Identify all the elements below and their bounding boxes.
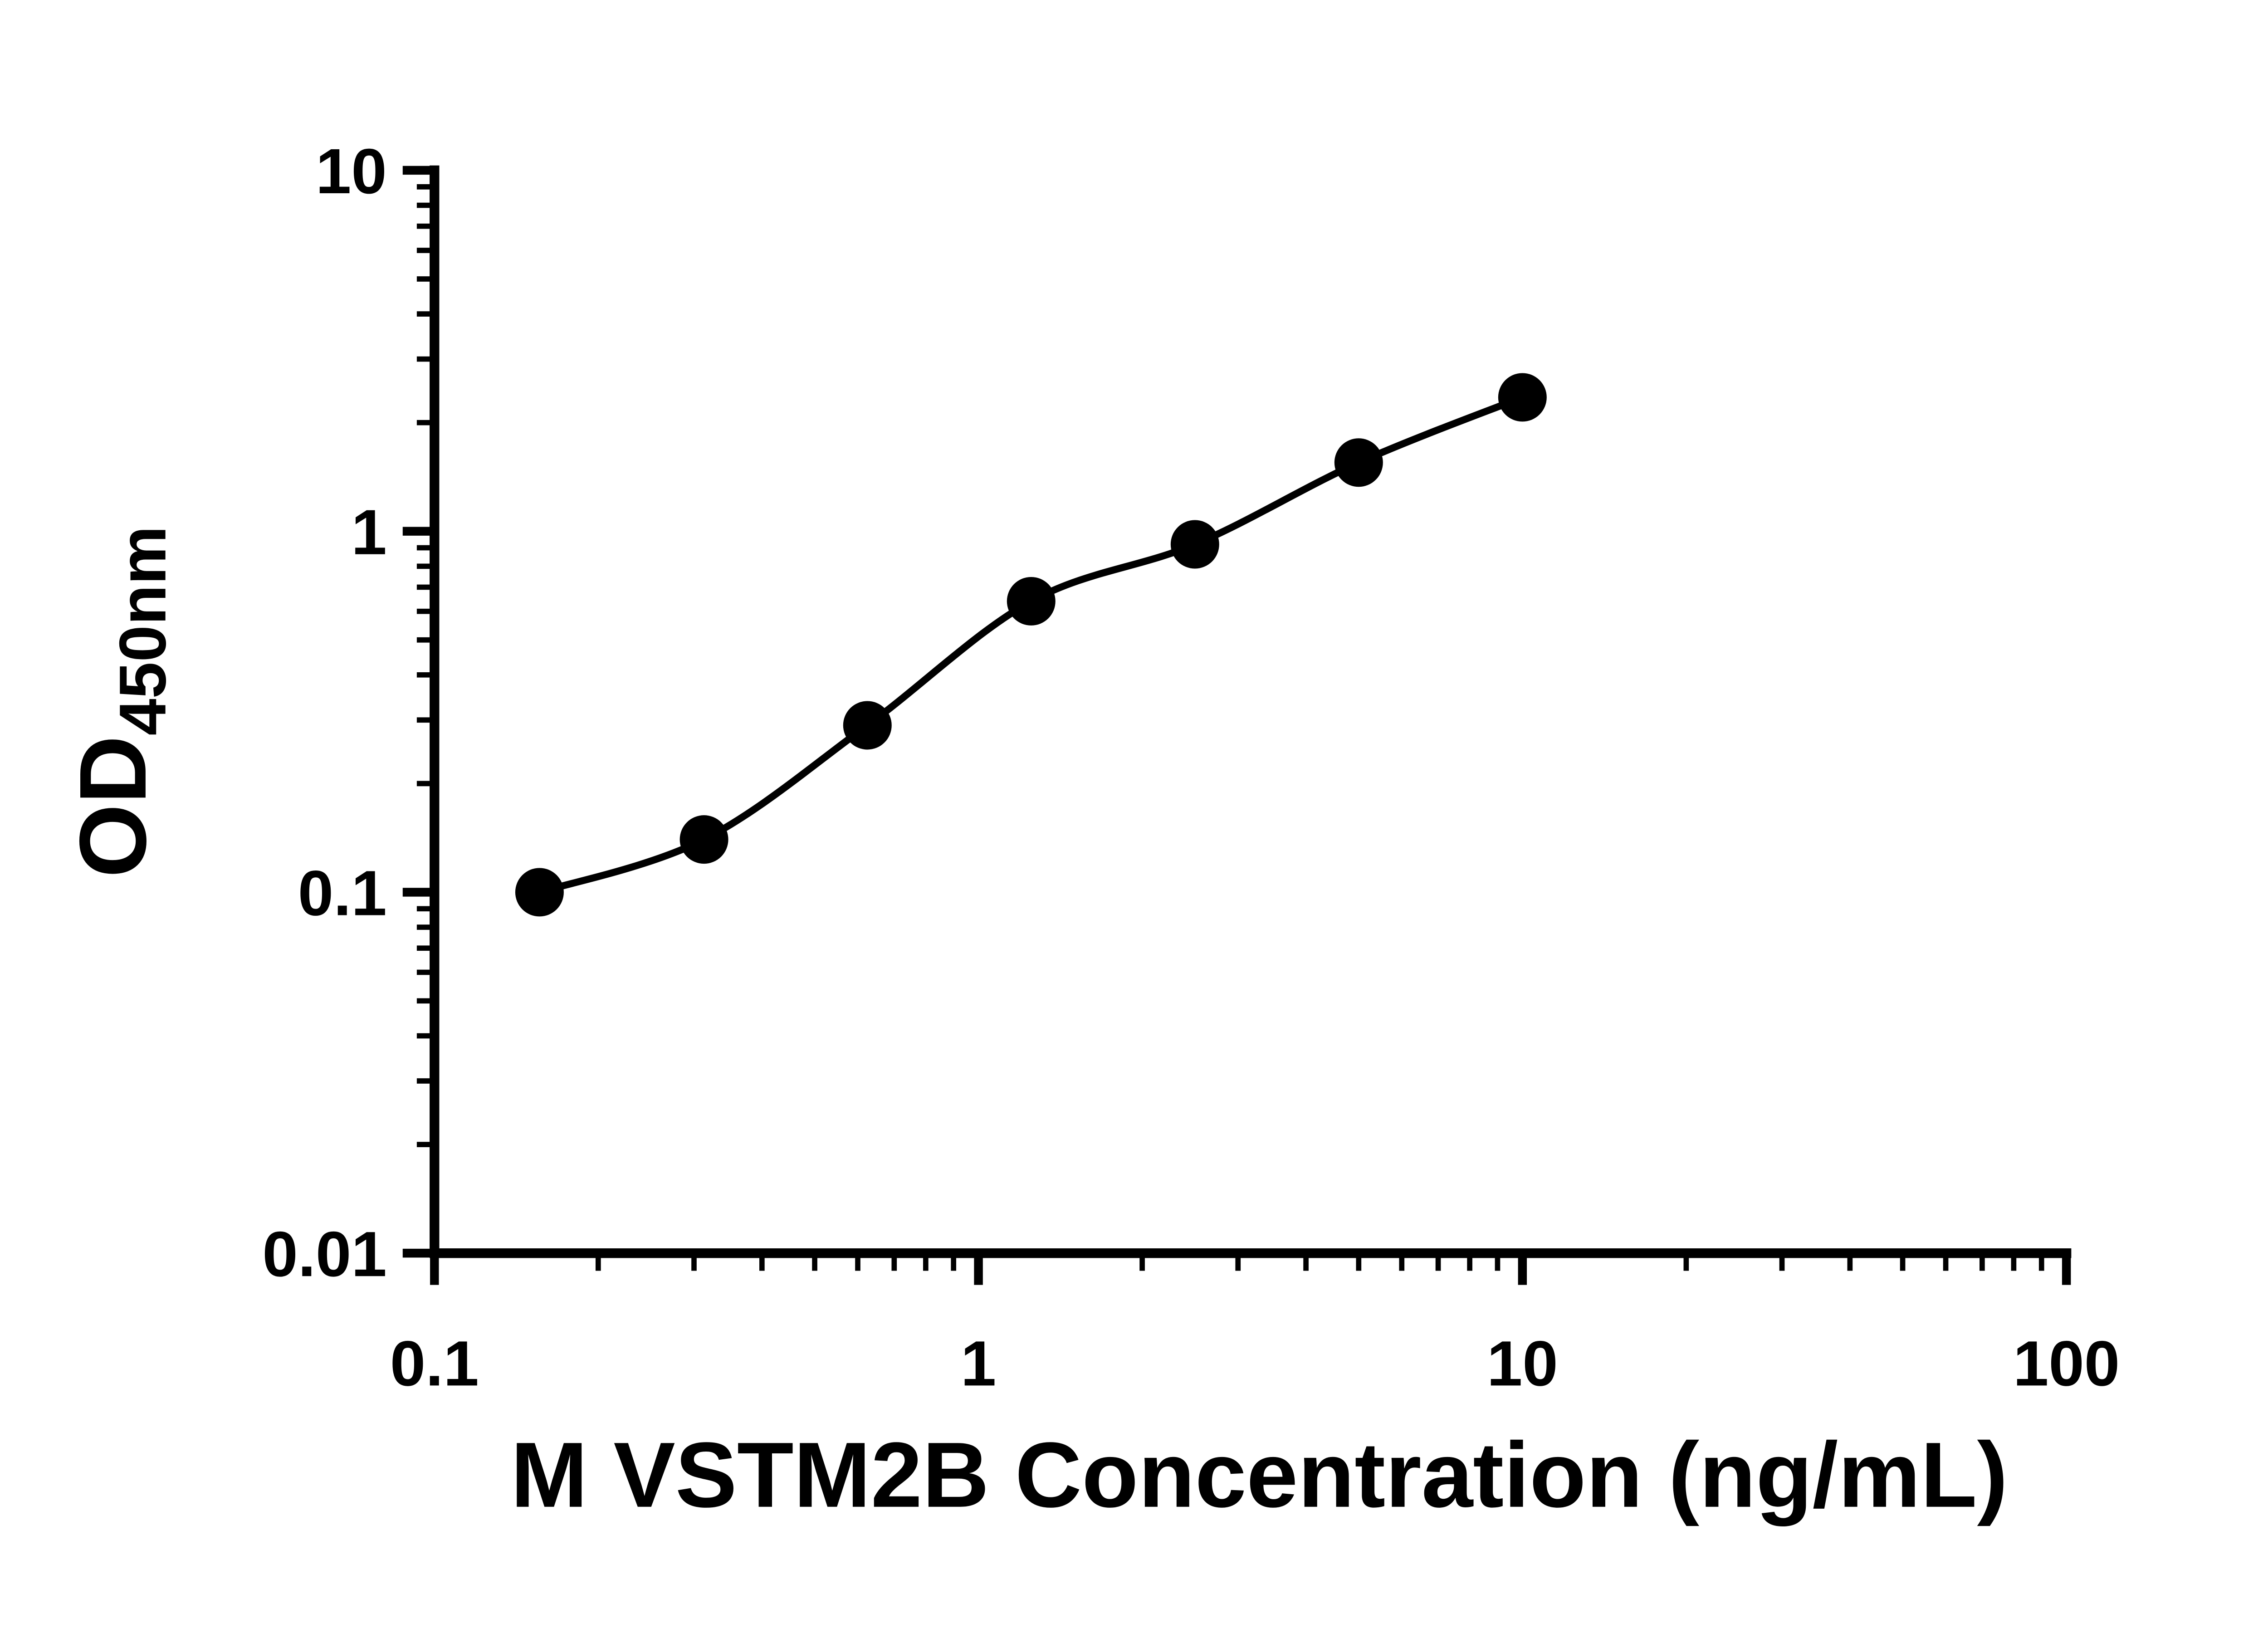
data-point — [843, 701, 892, 750]
y-tick-label: 0.1 — [298, 857, 387, 929]
data-point — [1334, 438, 1383, 487]
data-point — [1007, 577, 1056, 626]
x-tick-label: 100 — [2013, 1327, 2120, 1399]
y-axis-title-subscript: 450nm — [106, 526, 180, 735]
plot-layer — [515, 373, 1547, 917]
y-tick-label: 10 — [316, 135, 387, 207]
y-axis-title: OD450nm — [60, 526, 180, 878]
axes — [430, 165, 2072, 1258]
y-tick-label: 0.01 — [262, 1218, 386, 1290]
data-point — [515, 868, 564, 917]
data-point — [679, 815, 728, 864]
x-tick-label: 10 — [1487, 1327, 1558, 1399]
x-tick-label: 1 — [961, 1327, 996, 1399]
data-point — [1170, 520, 1219, 569]
x-axis-title: M VSTM2B Concentration (ng/mL) — [511, 1423, 2008, 1527]
data-point — [1498, 373, 1547, 422]
y-tick-label: 1 — [351, 496, 386, 568]
y-axis-title-main: OD — [60, 735, 166, 878]
x-tick-label: 0.1 — [390, 1327, 479, 1399]
